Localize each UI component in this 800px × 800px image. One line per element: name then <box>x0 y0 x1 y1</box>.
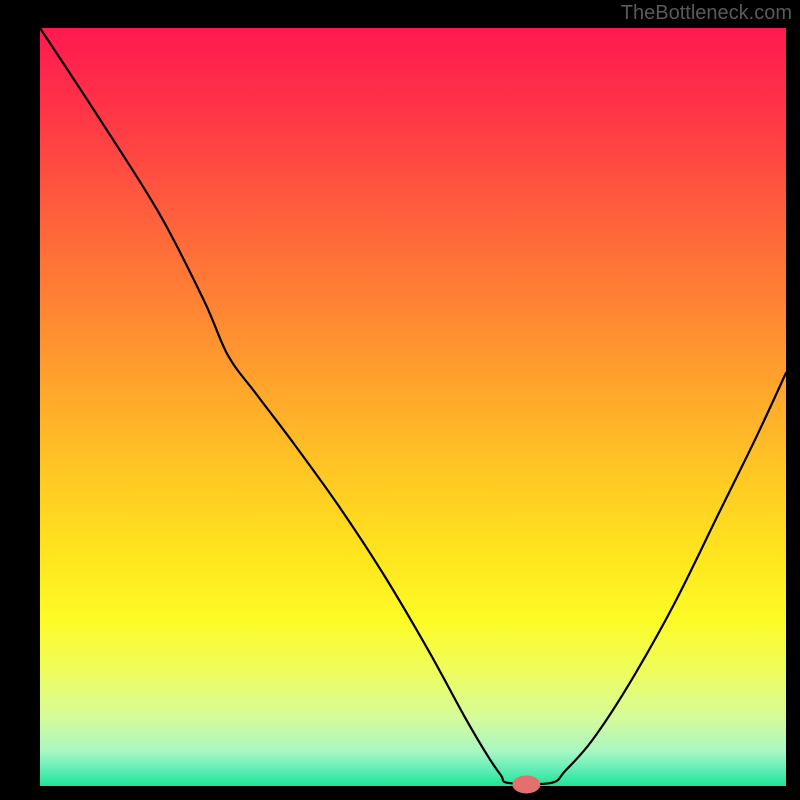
watermark-text: TheBottleneck.com <box>621 2 792 25</box>
bottleneck-chart <box>0 0 800 800</box>
chart-container: TheBottleneck.com <box>0 0 800 800</box>
plot-background <box>40 28 786 786</box>
optimal-marker <box>512 775 540 793</box>
